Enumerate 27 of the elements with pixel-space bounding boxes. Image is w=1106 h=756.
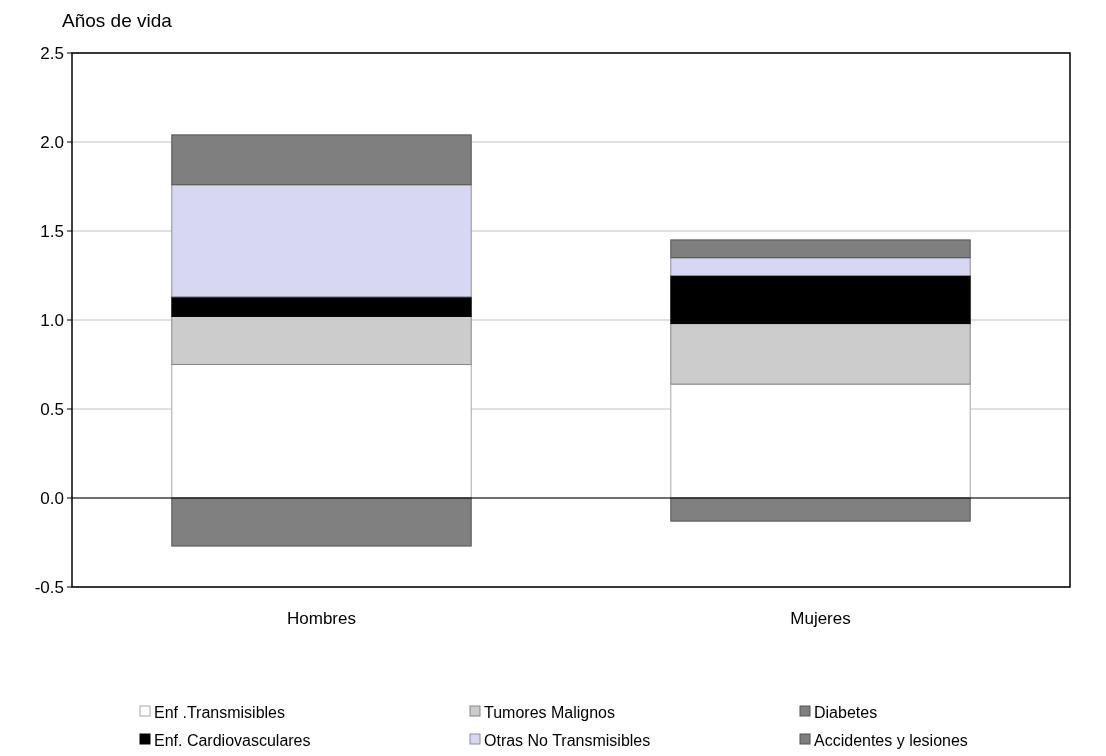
x-tick-label: Mujeres [790, 609, 851, 628]
y-tick-label: -0.5 [34, 577, 64, 597]
y-tick-label: 1.0 [40, 310, 64, 330]
y-tick-label: 0.5 [40, 399, 64, 419]
y-tick-label: 0.0 [40, 488, 64, 508]
bar [171, 497, 472, 547]
x-tick-label: Hombres [287, 609, 356, 628]
legend-label: Otras No Transmisibles [484, 731, 651, 749]
legend-label: Diabetes [814, 703, 878, 721]
y-tick-label: 2.5 [40, 43, 64, 63]
bar [670, 257, 971, 276]
bar [171, 184, 472, 298]
bar [171, 134, 472, 186]
bar [171, 364, 472, 499]
bar [670, 239, 971, 259]
y-tick-label: 2.0 [40, 132, 64, 152]
legend-label: Accidentes y lesiones [814, 731, 968, 749]
bar [670, 275, 971, 325]
legend-label: Tumores Malignos [484, 703, 616, 721]
bar [670, 323, 971, 385]
bar [171, 296, 472, 317]
y-tick-label: 1.5 [40, 221, 64, 241]
y-axis-title: Años de vida [62, 10, 173, 31]
legend-label: Enf. Cardiovasculares [154, 731, 311, 749]
bar [670, 497, 971, 522]
legend-label: Enf .Transmisibles [154, 703, 285, 721]
bar [670, 383, 971, 499]
